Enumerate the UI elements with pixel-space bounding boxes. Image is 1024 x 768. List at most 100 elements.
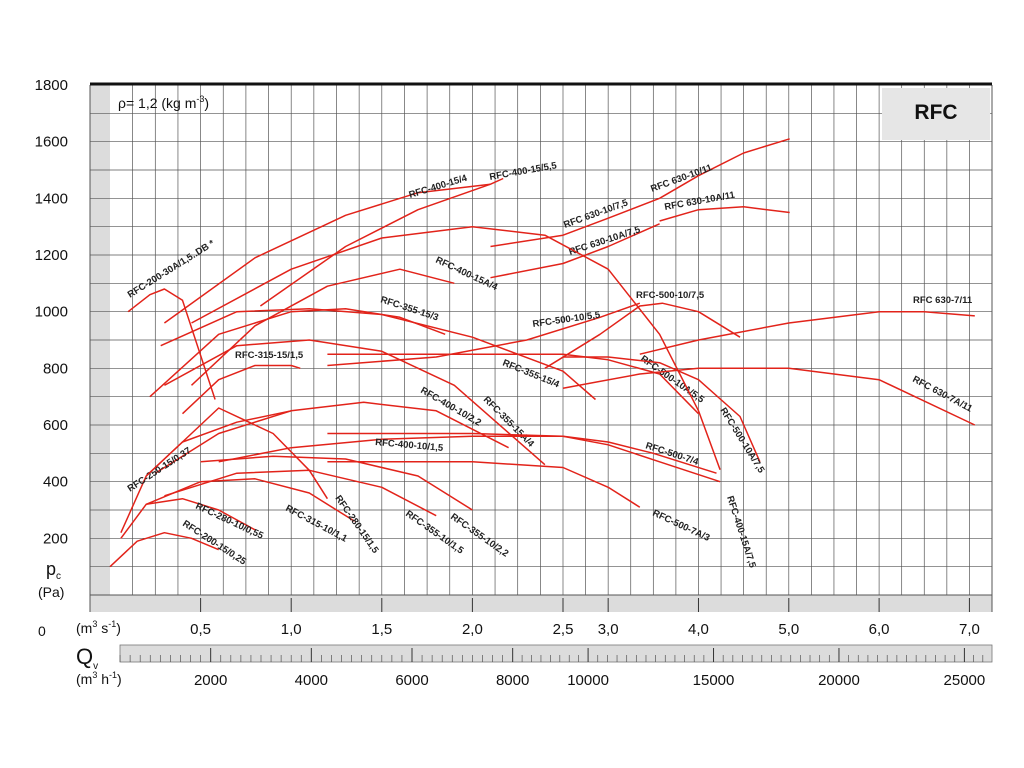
curve-label: RFC-315-15/1,5 (235, 350, 304, 361)
x-tick-label: 2,5 (553, 621, 574, 638)
fan-curve (259, 177, 504, 307)
x-label-b: 3 (92, 619, 97, 629)
x2-label-main: Q (76, 644, 93, 669)
fan-curve (191, 225, 721, 471)
x-tick-label: 7,0 (959, 621, 980, 638)
x-tick-label: 0,5 (190, 621, 211, 638)
x-label: (m3 s-1) (76, 619, 121, 636)
fan-curve (639, 310, 975, 355)
title-box (882, 88, 990, 140)
fan-curve (163, 183, 491, 324)
x2-tick-label: 10000 (567, 672, 609, 689)
y-tick-label: 1600 (35, 134, 68, 151)
fan-curve (218, 435, 717, 474)
y-label-sub: c (56, 571, 61, 582)
fan-curve (490, 197, 660, 248)
curve-label: RFC-400-10/1,5 (375, 437, 445, 454)
curve-label: RFC-280-15/1,5 (333, 493, 381, 556)
density-sup: -3 (196, 94, 204, 104)
x2-unit-c: h (97, 671, 109, 687)
curve-label: RFC-250-15/0,37 (126, 445, 194, 494)
curve-label: RFC-500-10A/7,5 (717, 406, 766, 476)
x-label-a: (m (76, 620, 92, 636)
curve-label: RFC-400-15A/7,5 (724, 495, 758, 570)
fan-curve (659, 138, 790, 199)
fan-curve (109, 531, 219, 568)
origin-label: 0 (38, 623, 46, 639)
fan-curve (145, 407, 329, 500)
y-tick-label: 1000 (35, 304, 68, 321)
fan-curve (562, 367, 976, 426)
density-label: ρ= 1,2 (kg m-3) (118, 94, 209, 111)
x-tick-label: 1,5 (371, 621, 392, 638)
x-tick-label: 2,0 (462, 621, 483, 638)
curve-label: RFC-400-10/2,2 (419, 385, 483, 429)
density-text: ρ= 1,2 (kg m (118, 95, 196, 111)
fan-curve (190, 268, 455, 386)
x2-tick-label: 4000 (295, 672, 328, 689)
curve-label: RFC-200-30A/1,5..DB * (126, 238, 217, 301)
curve-label: RFC-400-15/5,5 (489, 160, 559, 183)
curve-label: RFC 630-10/11 (649, 162, 714, 195)
y-label-main: p (46, 559, 56, 579)
fan-curve (327, 432, 721, 483)
x-tick-label: 4,0 (688, 621, 709, 638)
x-tick-label: 5,0 (778, 621, 799, 638)
curve-label: RFC-500-7/4 (644, 440, 700, 468)
y-tick-label: 1800 (35, 77, 68, 94)
y-tick-label: 600 (43, 417, 68, 434)
curve-label: RFC-355-15/4 (501, 358, 562, 391)
fan-curve (164, 339, 546, 466)
curve-label: RFC-400-15/4 (408, 173, 469, 201)
fan-curve (127, 288, 216, 400)
fan-curve (164, 469, 437, 517)
x2-unit-a: (m (76, 671, 92, 687)
fan-curve (200, 455, 473, 511)
x2-axis-band (119, 644, 993, 663)
y-tick-label: 800 (43, 360, 68, 377)
x2-unit-b: 3 (92, 670, 97, 680)
x2-tick-label: 15000 (693, 672, 735, 689)
x2-tick-label: 20000 (818, 672, 860, 689)
fan-curve (490, 223, 660, 279)
x2-label-sub: v (93, 661, 98, 672)
fan-curve (659, 206, 790, 222)
y-unit: (Pa) (38, 584, 64, 600)
fan-curve (145, 478, 355, 522)
curve-label: RFC-355-15A/4 (481, 394, 537, 450)
fan-curve (154, 401, 509, 474)
y-tick-label: 1200 (35, 247, 68, 264)
x-tick-label: 1,0 (281, 621, 302, 638)
y-tick-label: 400 (43, 474, 68, 491)
x-label-c: s (97, 620, 108, 636)
x-axis-band (90, 595, 992, 612)
fan-curve (120, 497, 256, 539)
curve-label: RFC-400-15A/4 (434, 255, 500, 294)
x2-unit: (m3 h-1) (76, 670, 122, 687)
fan-curve (327, 461, 641, 508)
x-tick-label: 3,0 (598, 621, 619, 638)
fan-curve (160, 308, 596, 401)
x2-tick-label: 25000 (944, 672, 986, 689)
density-end: ) (204, 95, 209, 111)
chart-title: RFC (914, 101, 957, 124)
curves: RFC-200-30A/1,5..DB * RFC-400-15/4 RFC-400… (109, 138, 976, 570)
x2-unit-d: -1 (109, 670, 117, 680)
y-label: pc (46, 559, 61, 582)
curve-label: RFC-355-15/3 (379, 294, 440, 323)
x2-tick-label: 2000 (194, 672, 227, 689)
x2-tick-label: 8000 (496, 672, 529, 689)
x-label-d: -1 (108, 619, 116, 629)
curve-label: RFC 630-7/11 (913, 295, 973, 306)
fan-curve (181, 364, 301, 415)
y-tick-label: 200 (43, 530, 68, 547)
x-tick-label: 6,0 (869, 621, 890, 638)
x2-tick-label: 6000 (395, 672, 428, 689)
y-tick-label: 1400 (35, 190, 68, 207)
x2-label: Qv (76, 644, 98, 672)
curve-label: RFC 630-7A/11 (911, 374, 975, 415)
curve-label: RFC-500-10/7,5 (636, 290, 705, 301)
x2-unit-e: ) (117, 671, 122, 687)
